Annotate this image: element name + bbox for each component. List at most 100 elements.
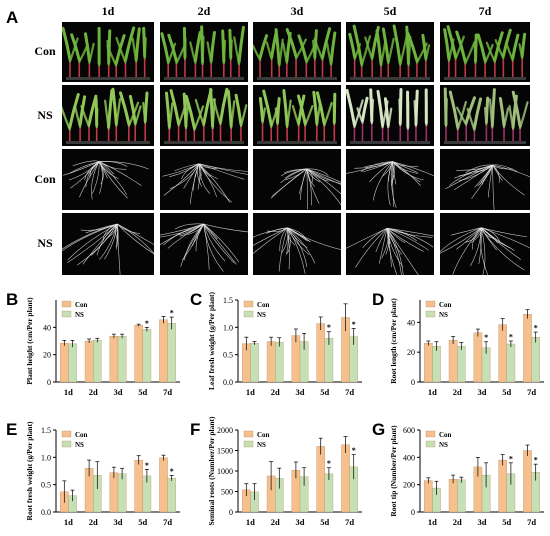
legend-label-ns: NS xyxy=(439,441,448,449)
bar-con-7d xyxy=(341,444,350,513)
x-tick-label: 2d xyxy=(89,517,98,527)
bar-con-1d xyxy=(424,480,433,513)
x-tick-label: 3d xyxy=(296,517,305,527)
bar-ns-3d xyxy=(117,336,127,383)
significance-star: * xyxy=(534,324,538,333)
y-tick-label: 1.0 xyxy=(41,453,51,462)
row-label-3-con: Con xyxy=(34,171,56,186)
y-tick-label: 500 xyxy=(221,488,233,497)
legend-swatch-con xyxy=(425,300,436,308)
seedlings-photo-ns-7d xyxy=(440,85,530,146)
y-tick-label: 1.5 xyxy=(41,426,51,435)
x-tick-label: 2d xyxy=(89,387,98,397)
y-axis-label: Seminal roots (Number/Per plant) xyxy=(207,416,216,526)
significance-star: * xyxy=(509,333,513,342)
y-tick-label: 1500 xyxy=(217,447,233,456)
legend-swatch-con xyxy=(425,430,436,438)
panel-letter-f: F xyxy=(190,420,201,439)
column-label-3d: 3d xyxy=(290,4,304,18)
panel-letter-c: C xyxy=(190,290,203,309)
seedlings-photo-con-1d xyxy=(62,22,154,82)
significance-star: * xyxy=(352,446,356,455)
x-tick-label: 2d xyxy=(271,517,280,527)
x-tick-label: 5d xyxy=(138,387,147,397)
x-tick-label: 7d xyxy=(345,517,354,527)
significance-star: * xyxy=(327,323,331,332)
legend-swatch-ns xyxy=(61,310,72,318)
legend-swatch-con xyxy=(243,430,254,438)
bar-con-5d xyxy=(498,459,507,513)
y-tick-label: 40 xyxy=(407,318,415,327)
significance-star: * xyxy=(352,320,356,329)
bar-con-5d xyxy=(134,459,143,513)
y-tick-label: 20 xyxy=(43,351,51,360)
legend-label-ns: NS xyxy=(257,311,266,319)
bar-con-2d xyxy=(448,479,458,513)
x-tick-label: 5d xyxy=(138,517,147,527)
bar-ns-2d xyxy=(457,346,466,383)
x-tick-label: 5d xyxy=(502,387,511,397)
bar-chart-c: 0.0 0.5 1.0 1.5 Leaf fresh weight (g/Per pla… xyxy=(207,291,362,397)
bar-ns-1d xyxy=(432,346,441,383)
bar-ns-2d xyxy=(93,340,102,383)
seedlings-photo-con-5d xyxy=(346,22,434,82)
roots-photo-ns-5d xyxy=(346,213,434,275)
column-label-7d: 7d xyxy=(478,4,492,18)
bar-con-3d xyxy=(109,472,119,513)
y-axis-label: Leaf fresh weight (g/Per plant) xyxy=(207,291,216,390)
y-tick-label: 1.0 xyxy=(223,323,233,332)
x-tick-label: 1d xyxy=(246,387,255,397)
bar-chart-e: 0.0 0.5 1.0 1.5 Root fresh weight (g/Per pla… xyxy=(25,421,180,527)
legend-swatch-ns xyxy=(243,310,254,318)
legend-label-con: Con xyxy=(257,431,270,439)
x-tick-label: 1d xyxy=(246,517,255,527)
y-tick-label: 20 xyxy=(407,348,415,357)
panel-letter-a: A xyxy=(6,8,19,27)
x-tick-label: 7d xyxy=(527,517,536,527)
bar-con-5d xyxy=(316,323,325,383)
bar-con-1d xyxy=(60,342,69,383)
y-tick-label: 2000 xyxy=(217,426,233,435)
x-tick-label: 1d xyxy=(428,517,437,527)
bar-ns-1d xyxy=(250,343,259,383)
roots-photo-con-3d xyxy=(253,149,341,210)
panel-letter-g: G xyxy=(372,420,386,439)
x-tick-label: 1d xyxy=(64,517,73,527)
bar-con-7d xyxy=(159,319,168,383)
legend-swatch-ns xyxy=(61,440,72,448)
legend-swatch-con xyxy=(243,300,254,308)
y-tick-label: 600 xyxy=(403,426,415,435)
legend-label-con: Con xyxy=(257,301,270,309)
legend-swatch-ns xyxy=(425,310,436,318)
legend-label-ns: NS xyxy=(75,441,84,449)
y-tick-label: 0.0 xyxy=(223,378,233,387)
y-tick-label: 0 xyxy=(47,378,51,387)
y-axis-label: Root length (cm/Per plant) xyxy=(389,298,398,384)
bar-ns-2d xyxy=(275,341,284,383)
bar-chart-d: 0 20 40 Root length (cm/Per plant) 1d 2d * 3d * 5… xyxy=(389,298,544,397)
x-tick-label: 3d xyxy=(478,517,487,527)
legend-label-ns: NS xyxy=(439,311,448,319)
column-label-1d: 1d xyxy=(101,4,115,18)
bar-con-7d xyxy=(523,314,532,383)
panel-letter-d: D xyxy=(372,290,385,309)
row-label-4-ns: NS xyxy=(37,236,53,250)
seedlings-photo-con-2d xyxy=(160,22,248,82)
legend-swatch-con xyxy=(61,430,72,438)
y-tick-label: 40 xyxy=(43,323,51,332)
bar-con-7d xyxy=(523,450,532,513)
x-tick-label: 2d xyxy=(271,387,280,397)
legend-swatch-ns xyxy=(243,440,254,448)
y-tick-label: 0.0 xyxy=(41,508,51,517)
x-tick-label: 5d xyxy=(502,517,511,527)
legend-swatch-con xyxy=(61,300,72,308)
legend-label-con: Con xyxy=(439,431,452,439)
y-axis-label: Plant height (cm/Per plant) xyxy=(25,297,34,385)
y-tick-label: 0 xyxy=(229,508,233,517)
significance-star: * xyxy=(145,319,149,328)
significance-star: * xyxy=(170,309,174,318)
bar-con-2d xyxy=(448,340,458,383)
bar-ns-5d xyxy=(142,329,152,383)
bar-ns-7d xyxy=(167,477,176,513)
y-tick-label: 0 xyxy=(411,378,415,387)
